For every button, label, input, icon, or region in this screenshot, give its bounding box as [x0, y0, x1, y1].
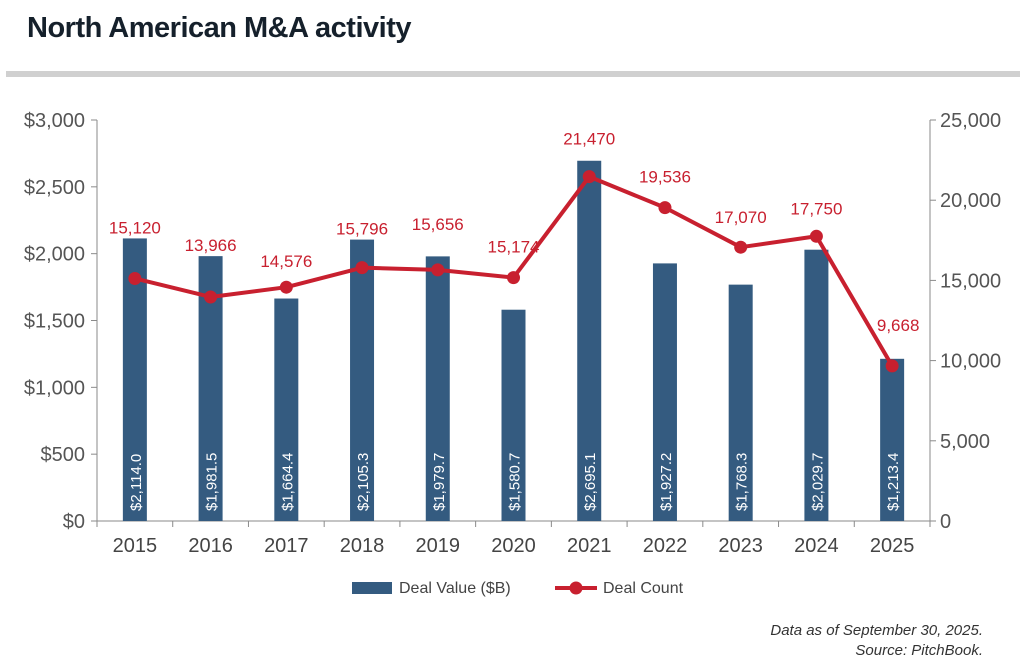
bar-deal-value — [350, 239, 375, 522]
deal-count-data-label: 15,796 — [336, 220, 388, 239]
bar-deal-value — [501, 309, 526, 521]
bar-deal-value — [274, 298, 299, 521]
right-axis-tick-label: 15,000 — [940, 270, 1001, 292]
x-axis-tick-label: 2024 — [794, 535, 839, 557]
left-axis-tick-label: $0 — [63, 511, 85, 533]
right-axis-tick-label: 0 — [940, 511, 951, 533]
legend-label-deal-value: Deal Value ($B) — [399, 580, 511, 597]
deal-count-point — [582, 170, 596, 184]
deal-count-data-label: 21,470 — [563, 130, 615, 149]
bar-data-label: $2,695.1 — [582, 453, 599, 511]
chart-title: North American M&A activity — [27, 12, 412, 44]
bar-data-label: $1,213.4 — [885, 453, 902, 511]
bar-deal-value — [577, 160, 602, 522]
deal-count-data-label: 19,536 — [639, 168, 691, 187]
bar-data-label: $1,981.5 — [204, 453, 221, 511]
data-date-note: Data as of September 30, 2025. — [770, 622, 983, 639]
left-axis-tick-label: $1,000 — [24, 377, 85, 399]
bar-deal-value — [652, 263, 677, 521]
x-axis-tick-label: 2016 — [188, 535, 233, 557]
legend-swatch-deal-value — [352, 582, 392, 594]
deal-count-point — [355, 261, 369, 275]
x-axis-tick-label: 2018 — [340, 535, 385, 557]
left-axis-tick-label: $3,000 — [24, 110, 85, 132]
right-axis-tick-label: 5,000 — [940, 431, 990, 453]
deal-count-data-label: 14,576 — [260, 252, 312, 271]
left-axis-tick-label: $2,500 — [24, 177, 85, 199]
bar-deal-value — [122, 238, 147, 522]
deal-count-point — [507, 271, 520, 285]
deal-count-data-label: 15,656 — [412, 215, 464, 234]
right-axis-tick-label: 25,000 — [940, 110, 1001, 132]
legend-marker-deal-count — [569, 581, 583, 595]
left-axis-tick-label: $1,500 — [24, 311, 85, 333]
bar-data-label: $2,105.3 — [355, 453, 372, 511]
source-note: Source: PitchBook. — [855, 642, 983, 659]
legend-label-deal-count: Deal Count — [603, 580, 684, 597]
right-axis-tick-label: 10,000 — [940, 351, 1001, 373]
bar-data-label: $2,029.7 — [809, 453, 826, 511]
bar-deal-value — [728, 284, 753, 521]
deal-count-data-label: 13,966 — [185, 236, 237, 255]
x-axis-tick-label: 2023 — [718, 535, 763, 557]
deal-count-point — [431, 263, 445, 277]
bar-deal-value — [880, 358, 905, 521]
deal-count-data-label: 17,750 — [790, 199, 842, 218]
deal-count-point — [734, 240, 748, 254]
bar-data-label: $1,927.2 — [658, 453, 675, 511]
right-axis-tick-label: 20,000 — [940, 190, 1001, 212]
bar-data-label: $1,664.4 — [279, 453, 296, 511]
bar-data-label: $1,580.7 — [507, 453, 524, 511]
footnote: Data as of September 30, 2025. Source: P… — [770, 621, 983, 661]
title-divider — [6, 71, 1020, 77]
x-axis-tick-label: 2022 — [643, 535, 688, 557]
deal-count-point — [279, 280, 293, 294]
deal-count-data-label: 9,668 — [877, 316, 920, 335]
bar-data-label: $1,768.3 — [734, 453, 751, 511]
x-axis-tick-label: 2019 — [416, 535, 461, 557]
deal-count-point — [204, 290, 218, 304]
x-axis-tick-label: 2017 — [264, 535, 309, 557]
x-axis-tick-label: 2015 — [113, 535, 158, 557]
bar-deal-value — [425, 256, 450, 521]
deal-count-point — [128, 271, 142, 285]
deal-count-data-label: 15,120 — [109, 218, 161, 237]
deal-count-data-label: 15,174 — [488, 238, 540, 257]
deal-count-point — [658, 201, 672, 215]
bar-data-label: $1,979.7 — [431, 453, 448, 511]
left-axis-tick-label: $2,000 — [24, 244, 85, 266]
x-axis-tick-label: 2025 — [870, 535, 915, 557]
deal-count-point — [885, 359, 899, 373]
deal-count-data-label: 17,070 — [715, 208, 767, 227]
deal-count-point — [809, 229, 823, 243]
bar-data-label: $2,114.0 — [128, 454, 145, 511]
bar-deal-value — [804, 249, 829, 521]
left-axis-tick-label: $500 — [41, 444, 86, 466]
x-axis-tick-label: 2020 — [491, 535, 536, 557]
x-axis-tick-label: 2021 — [567, 535, 612, 557]
